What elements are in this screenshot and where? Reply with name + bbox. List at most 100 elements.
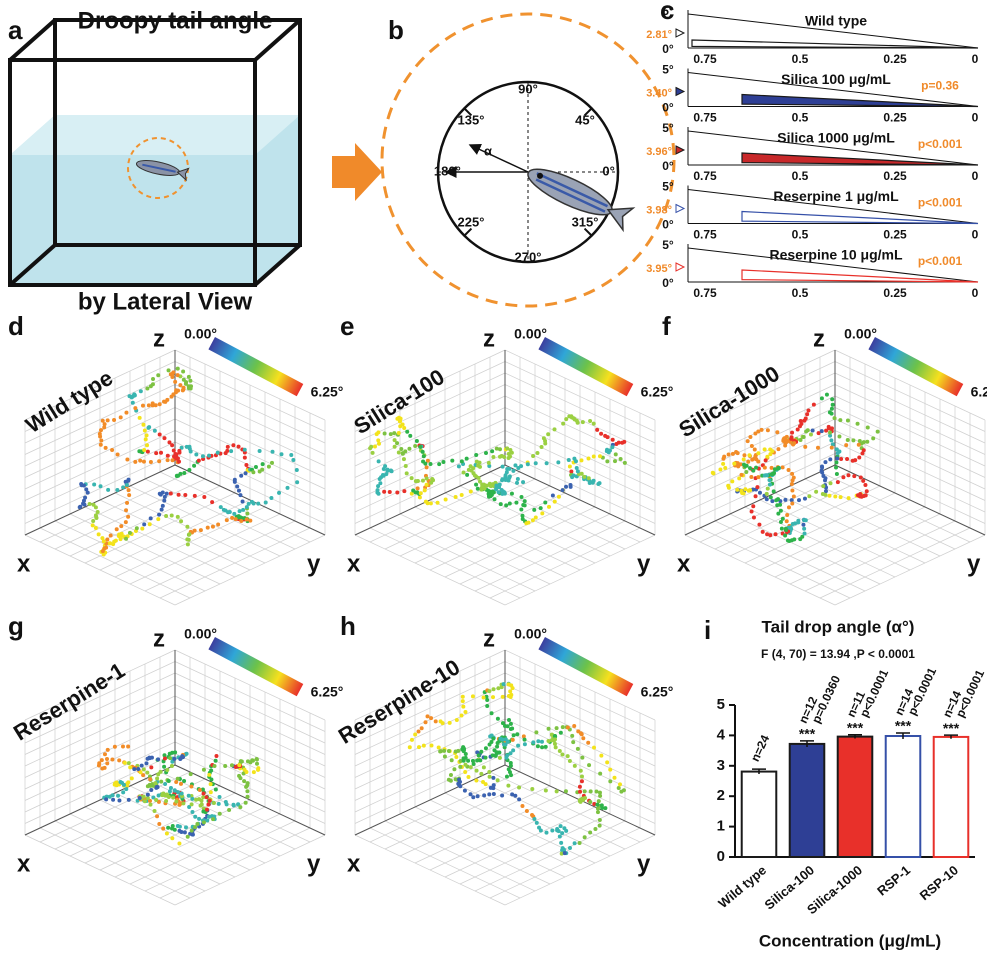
trajectory-dot (592, 422, 596, 426)
axis-label: 5° (662, 4, 674, 18)
trajectory-dot (496, 490, 500, 494)
trajectory-dot (588, 419, 592, 423)
trajectory-dot (450, 758, 454, 762)
trajectory-dot (830, 397, 834, 401)
trajectory-dot (806, 408, 810, 412)
trajectory-dot (176, 515, 180, 519)
trajectory-dot (739, 489, 743, 493)
trajectory-dot (99, 438, 103, 442)
trajectory-dot (255, 762, 259, 766)
axis-label: z (483, 625, 495, 652)
axis-label: y (307, 850, 321, 877)
trajectory-dot (127, 761, 131, 765)
trajectory-dot (488, 743, 492, 747)
trajectory-dot (96, 510, 100, 514)
trajectory-dot (751, 469, 755, 473)
trajectory-dot (105, 538, 109, 542)
x-tick-label: 0.75 (693, 169, 717, 183)
trajectory-dot (171, 796, 175, 800)
bar (886, 736, 921, 857)
trajectory-dot (389, 432, 393, 436)
trajectory-dot (785, 519, 789, 523)
trajectory-dot (463, 770, 467, 774)
trajectory-dot (821, 484, 825, 488)
trajectory-dot (97, 761, 101, 765)
trajectory-dot (190, 797, 194, 801)
trajectory-dot (211, 817, 215, 821)
axis-label: 5° (662, 238, 674, 252)
trajectory-dot (206, 803, 210, 807)
trajectory-dot (562, 826, 566, 830)
trajectory-dot (405, 471, 409, 475)
significance: *** (799, 726, 816, 742)
trajectory-dot (155, 814, 159, 818)
trajectory-dot (163, 782, 167, 786)
trajectory-dot (790, 498, 794, 502)
trajectory-dot (140, 527, 144, 531)
trajectory-dot (429, 462, 433, 466)
trajectory-dot (790, 488, 794, 492)
axis-label: 5° (662, 180, 674, 194)
trajectory-dot (477, 476, 481, 480)
trajectory-dot (507, 467, 511, 471)
trajectory-dot (106, 418, 110, 422)
trajectory-dot (133, 460, 137, 464)
trajectory-dot (218, 795, 222, 799)
trajectory-dot (484, 756, 488, 760)
trajectory-dot (114, 539, 118, 543)
trajectory-dot (735, 488, 739, 492)
panel-letter: b (388, 15, 404, 45)
trajectory-dot (225, 518, 229, 522)
trajectory-dot (159, 451, 163, 455)
trajectory-dot (580, 774, 584, 778)
trajectory-dot (121, 744, 125, 748)
trajectory-dot (197, 459, 201, 463)
trajectory-dot (429, 744, 433, 748)
trajectory-dot (546, 739, 550, 743)
trajectory-dot (608, 779, 612, 783)
trajectory-dot (559, 841, 563, 845)
trajectory-dot (193, 825, 197, 829)
trajectory-dot (144, 761, 148, 765)
trajectory-dot (229, 449, 233, 453)
y-tick-label: 2 (717, 787, 725, 804)
trajectory-dot (800, 535, 804, 539)
trajectory-dot (416, 486, 420, 490)
trajectory-dot (745, 464, 749, 468)
trajectory-dot (768, 533, 772, 537)
trajectory-dot (145, 443, 149, 447)
trajectory-dot (127, 798, 131, 802)
trajectory-dot (110, 448, 114, 452)
trajectory-dot (756, 475, 760, 479)
trajectory-dot (550, 829, 554, 833)
trajectory-dot (127, 493, 131, 497)
axis-label: x (17, 850, 31, 877)
trajectory-dot (232, 512, 236, 516)
trajectory-dot (228, 510, 232, 514)
trajectory-dot (587, 763, 591, 767)
trajectory-dot (804, 416, 808, 420)
trajectory-dot (847, 496, 851, 500)
trajectory-dot (213, 764, 217, 768)
trajectory-dot (161, 827, 165, 831)
trajectory-dot (182, 779, 186, 783)
angle-label: 315° (572, 214, 599, 229)
angle-marker (676, 205, 684, 213)
trajectory-dot (156, 373, 160, 377)
x-tick-label: 0.5 (792, 228, 809, 242)
trajectory-dot (168, 756, 172, 760)
trajectory-dot (234, 517, 238, 521)
trajectory-dot (125, 501, 129, 505)
trajectory-dot (402, 489, 406, 493)
trajectory-dot (611, 438, 615, 442)
trajectory-dot (579, 769, 583, 773)
trajectory-dot (117, 758, 121, 762)
alpha-label: α (484, 143, 492, 158)
trajectory-dot (98, 435, 102, 439)
trajectory-dot (199, 799, 203, 803)
trajectory-dot (718, 467, 722, 471)
trajectory-dot (605, 760, 609, 764)
trajectory-dot (560, 831, 564, 835)
trajectory-dot (479, 750, 483, 754)
row-title: Silica 100 μg/mL (781, 71, 891, 87)
